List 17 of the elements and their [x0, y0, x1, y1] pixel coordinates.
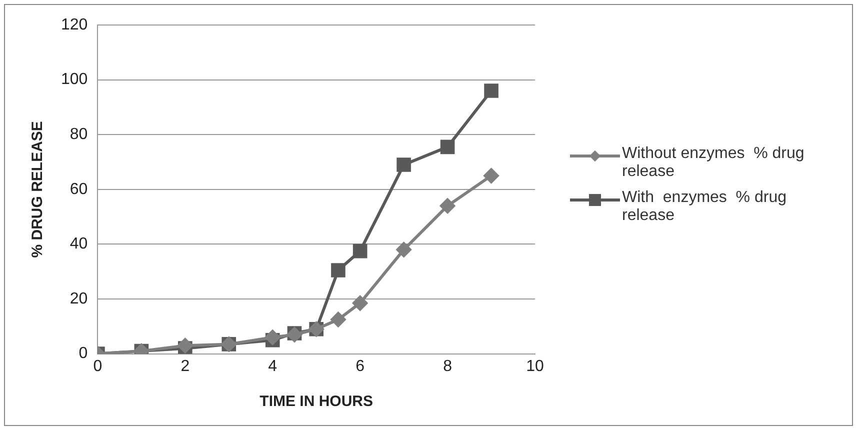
- x-tick-label: 10: [526, 358, 544, 375]
- x-tick-label: 0: [93, 358, 102, 375]
- legend-label: Without enzymes % drug release: [622, 145, 806, 181]
- y-tick-label: 80: [70, 126, 88, 144]
- x-tick-label: 2: [180, 358, 190, 375]
- y-tick-label: 0: [78, 345, 88, 362]
- y-tick-label: 120: [60, 16, 88, 34]
- x-axis-title: TIME IN HOURS: [260, 393, 374, 410]
- x-tick-label: 6: [356, 358, 365, 375]
- legend-label: With enzymes % drug release: [622, 189, 788, 225]
- x-tick-label: 4: [268, 358, 278, 375]
- y-tick-label: 40: [70, 236, 88, 253]
- y-tick-label: 60: [70, 180, 88, 198]
- y-tick-label: 100: [60, 71, 88, 88]
- y-axis-title: % DRUG RELEASE: [29, 121, 46, 258]
- y-tick-label: 20: [70, 290, 88, 308]
- x-tick-label: 8: [443, 358, 452, 375]
